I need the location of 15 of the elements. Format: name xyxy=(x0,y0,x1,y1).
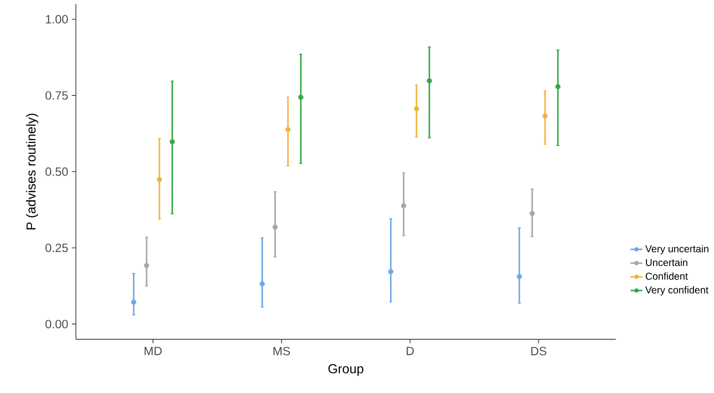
y-tick-label: 0.75 xyxy=(45,91,68,100)
y-tick-label: 0.25 xyxy=(45,244,68,252)
x-tick-label: MS xyxy=(274,346,290,356)
legend-label: Very confident xyxy=(645,286,708,296)
x-tick-label: DS xyxy=(531,346,546,356)
x-tick-label: MD xyxy=(144,346,162,355)
legend-label: Uncertain xyxy=(646,258,688,266)
x-axis-title: Group xyxy=(328,364,364,376)
y-axis-title: P (advises routinely) xyxy=(26,114,38,230)
x-tick-label: D xyxy=(406,346,414,355)
legend-label: Very uncertain xyxy=(645,244,708,254)
y-tick-label: 1.00 xyxy=(46,14,68,24)
y-tick-label: 0.00 xyxy=(45,320,68,328)
legend-label: Confident xyxy=(646,272,688,280)
y-tick-label: 0.50 xyxy=(45,167,68,176)
